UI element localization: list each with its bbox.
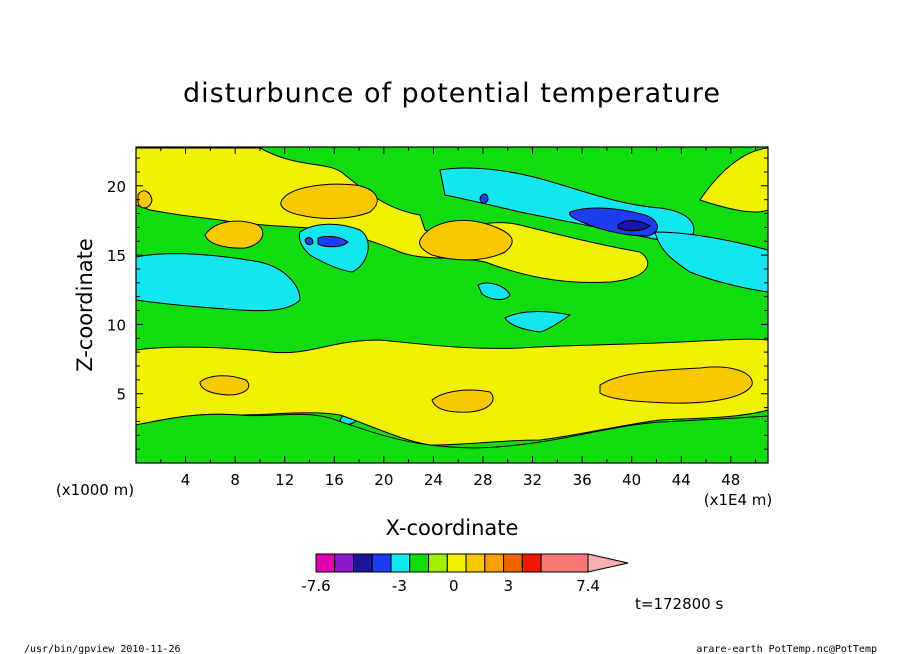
band-yellow-topright: [699, 147, 768, 213]
patch-orange-b: [204, 220, 264, 249]
patch-cyan-small: [477, 282, 511, 300]
patch-cyan-mid: [299, 223, 369, 273]
y-tick-label: 10: [107, 316, 126, 334]
x-unit-label: (x1E4 m): [704, 491, 773, 509]
colorbar-swatch: [540, 553, 589, 573]
band-green-bottom: [136, 413, 768, 463]
colorbar-swatch: [521, 553, 542, 573]
colorbar-label: 7.4: [576, 577, 600, 595]
colorbar-swatch: [371, 553, 392, 573]
colorbar-swatch: [353, 553, 373, 573]
colorbar-label: 0: [449, 577, 459, 595]
patch-orange-f: [199, 375, 250, 396]
colorbar-label: 3: [503, 577, 513, 595]
patch-orange-c: [419, 219, 513, 261]
chart-title: disturbunce of potential temperature: [183, 78, 721, 109]
x-tick-label: 20: [374, 471, 393, 489]
colorbar-swatch: [503, 553, 523, 573]
colorbar-swatch: [409, 553, 430, 573]
x-tick-label: 8: [230, 471, 240, 489]
colorbar-swatch: [334, 553, 355, 573]
patch-blue-c: [304, 237, 314, 246]
colorbar-swatch: [315, 553, 336, 573]
footer-right: arare-earth_PotTemp.nc@PotTemp: [696, 644, 877, 654]
footer-left: /usr/bin/gpview 2010-11-26: [24, 644, 181, 654]
x-tick-label: 24: [424, 471, 443, 489]
colorbar: -7.6 -3 0 3 7.4: [301, 553, 629, 595]
x-tick-label: 48: [721, 471, 740, 489]
colorbar-arrow: [587, 553, 629, 573]
patch-orange-a: [280, 183, 378, 219]
x-tick-label: 12: [275, 471, 294, 489]
plot-frame: [135, 146, 769, 464]
band-cyan-left: [136, 253, 301, 312]
colorbar-swatch: [446, 553, 467, 573]
x-tick-label: 28: [473, 471, 492, 489]
colorbar-label: -7.6: [301, 577, 330, 595]
y-tick-label: 15: [107, 247, 126, 265]
x-tick-label: 44: [672, 471, 691, 489]
contour-field: [136, 147, 768, 463]
x-tick-label: 32: [523, 471, 542, 489]
y-unit-label: (x1000 m): [56, 481, 134, 499]
x-tick-label: 36: [573, 471, 592, 489]
y-tick-label: 5: [116, 386, 126, 404]
y-tick-label: 20: [107, 178, 126, 196]
patch-blue-d: [479, 193, 489, 204]
x-tick-label: 40: [622, 471, 641, 489]
colorbar-swatch: [390, 553, 411, 573]
y-axis-label: Z-coordinate: [73, 238, 97, 372]
colorbar-swatch: [465, 553, 486, 573]
time-annotation: t=172800 s: [635, 595, 723, 613]
x-axis: 4 8 12 16 20 24 28 32 36 40 44 48: [160, 147, 757, 489]
colorbar-swatch: [484, 553, 505, 573]
patch-blue-b: [317, 235, 349, 248]
patch-orange-d: [137, 190, 153, 209]
x-tick-label: 4: [181, 471, 191, 489]
band-cyan-right: [654, 231, 768, 293]
patch-orange-g: [431, 389, 494, 413]
patch-darkblue: [617, 220, 651, 232]
patch-orange-e: [599, 366, 753, 404]
x-tick-label: 16: [325, 471, 344, 489]
patch-cyan-low: [504, 311, 572, 333]
x-axis-label: X-coordinate: [386, 516, 519, 540]
colorbar-swatch: [428, 553, 448, 573]
y-axis: 5 10 15 20: [107, 157, 768, 450]
colorbar-label: -3: [392, 577, 407, 595]
